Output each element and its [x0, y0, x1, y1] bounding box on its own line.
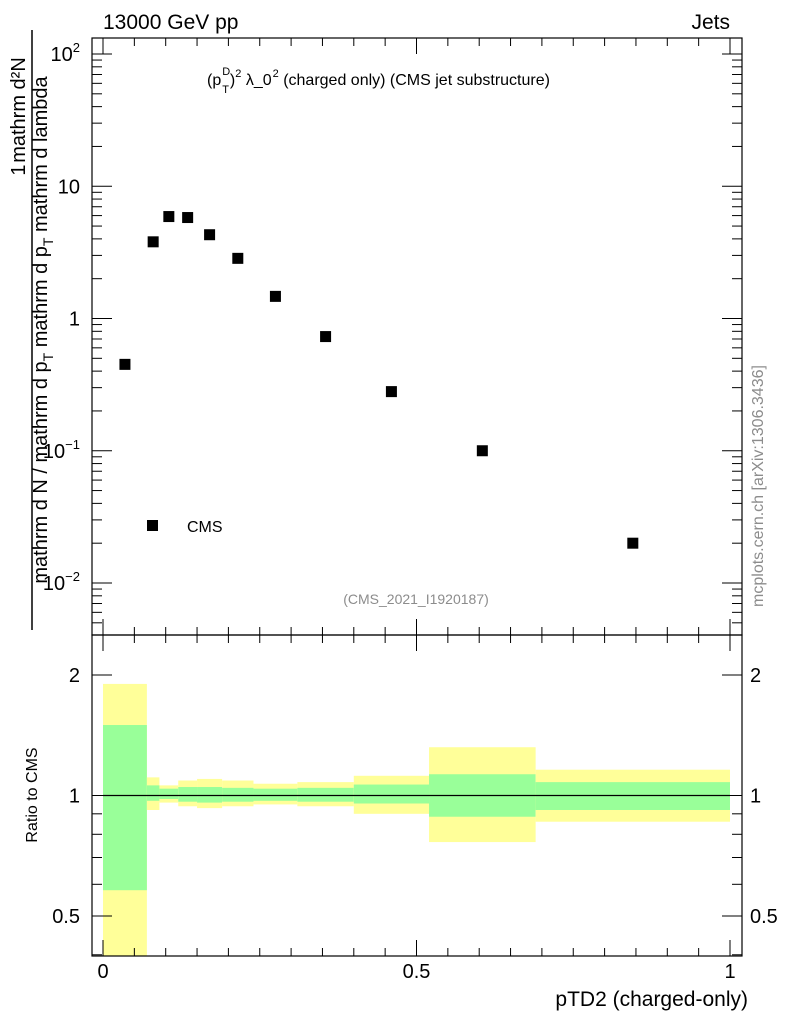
data-point [269, 290, 281, 302]
ratio-tick-labels: 2 2 1 1 0.5 0.5 0 0.5 1 [52, 665, 778, 983]
data-point [320, 331, 332, 343]
x-tick-label: 0 [97, 961, 108, 983]
ratio-panel: 2 2 1 1 0.5 0.5 0 0.5 1 Ratio to CMS pTD2 (charg… [24, 634, 778, 1011]
y-label-denominator: mathrm d N / mathrm d pT mathrm d pT mat… [30, 75, 56, 583]
data-point [385, 386, 397, 398]
inner-uncertainty-band [353, 784, 430, 804]
main-y-tick-labels: 102 10 1 10−1 10−2 [43, 40, 80, 595]
ratio-y-axis-label: Ratio to CMS [24, 747, 41, 842]
inner-uncertainty-band [103, 725, 147, 891]
main-y-tick-label: 10 [58, 176, 80, 198]
inner-uncertainty-band [297, 787, 354, 802]
plot-title: (pD T)2 λ_02 (charged only) (CMS jet subs… [207, 66, 550, 96]
main-panel: 102 10 1 10−1 10−2 (pD T)2 λ_02 (charged only… [8, 30, 743, 636]
ratio-y-tick-label-right: 2 [750, 665, 761, 687]
main-y-tick-label: 10−1 [43, 437, 80, 463]
inner-uncertainty-band [178, 787, 198, 802]
y-label-d2n: mathrm d²N [8, 57, 30, 163]
ratio-axis-ticks [92, 635, 742, 956]
x-tick-label: 1 [724, 961, 735, 983]
data-point [182, 212, 194, 224]
y-label-numerator-1: 1 [8, 164, 30, 175]
header-jets-label: Jets [691, 11, 730, 34]
inner-uncertainty-band [197, 787, 223, 803]
data-points [119, 211, 639, 549]
legend-marker [147, 520, 158, 531]
main-axis-ticks [92, 38, 742, 635]
x-axis-label: pTD2 (charged-only) [555, 988, 748, 1011]
inner-uncertainty-band [253, 788, 298, 801]
main-y-tick-label: 102 [51, 40, 80, 66]
header-process-label: 13000 GeV pp [103, 11, 238, 34]
legend-label-cms: CMS [187, 519, 223, 536]
data-point [163, 211, 175, 223]
side-source-label: mcplots.cern.ch [arXiv:1306.3436] [750, 365, 767, 607]
data-point [476, 445, 488, 457]
ratio-y-tick-label-right: 0.5 [750, 906, 778, 928]
inner-uncertainty-band [146, 785, 160, 801]
main-y-tick-label: 10−2 [43, 569, 80, 595]
analysis-watermark: (CMS_2021_I1920187) [343, 591, 489, 607]
inner-uncertainty-band [159, 788, 179, 800]
inner-uncertainty-band [222, 787, 254, 802]
main-y-tick-label: 1 [69, 309, 80, 331]
data-point [627, 537, 639, 549]
ratio-y-tick-label-left: 1 [69, 786, 80, 808]
ratio-y-tick-label-left: 2 [69, 665, 80, 687]
data-point [204, 229, 216, 241]
uncertainty-bands [103, 683, 730, 956]
data-point [119, 358, 131, 370]
ratio-y-tick-label-left: 0.5 [52, 906, 80, 928]
ratio-y-tick-label-right: 1 [750, 786, 761, 808]
data-point [232, 252, 244, 264]
main-plot-frame [91, 37, 743, 636]
x-tick-label: 0.5 [403, 961, 431, 983]
data-point [147, 236, 159, 248]
main-y-axis-label: 1 mathrm d²N mathrm d N / mathrm d pT ma… [8, 30, 56, 630]
